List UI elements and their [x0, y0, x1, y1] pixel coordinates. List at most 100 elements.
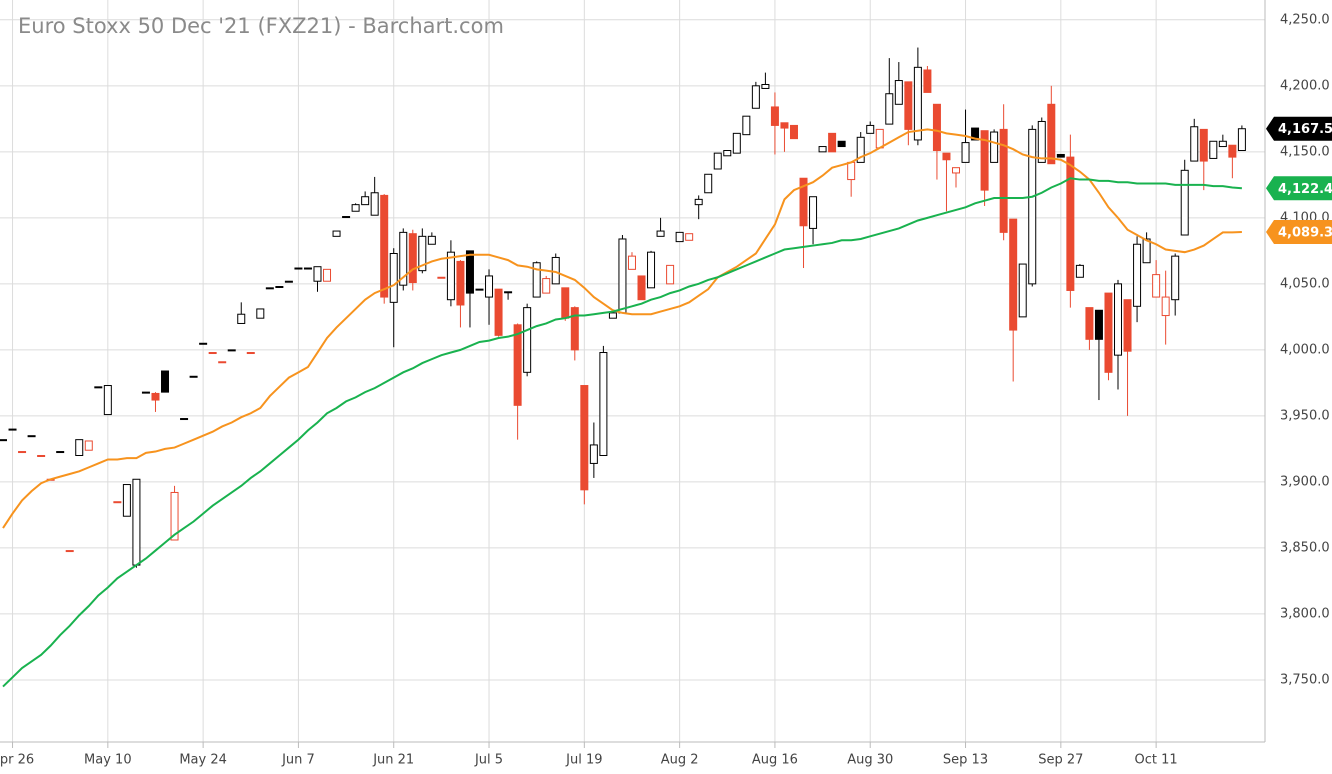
candle-body: [1037, 120, 1046, 163]
x-tick-label: Aug 2: [661, 753, 699, 768]
candle-body: [847, 161, 856, 181]
candle-body: [265, 287, 274, 290]
y-tick-label: 4,250.0: [1280, 12, 1330, 27]
candle-body: [818, 146, 827, 153]
candle-body: [751, 85, 760, 109]
price-tag-label: 4,089.3: [1278, 225, 1332, 240]
candle-body: [94, 386, 103, 389]
candle-body: [151, 392, 160, 401]
candle-body: [380, 194, 389, 298]
candle-body: [284, 280, 293, 283]
candle-body: [246, 352, 255, 355]
candle-body: [1133, 243, 1142, 307]
candle-body: [1171, 255, 1180, 301]
candle-body: [418, 235, 427, 272]
candle-body: [1028, 128, 1037, 285]
candle-body: [1018, 263, 1027, 318]
candle-body: [990, 131, 999, 163]
candle-body: [1075, 264, 1084, 278]
x-tick-label: May 10: [84, 753, 132, 768]
candle-body: [942, 152, 951, 161]
x-tick-label: Apr 26: [0, 753, 34, 768]
candle-body: [141, 391, 150, 394]
candle-body: [932, 103, 941, 152]
candle-body: [275, 286, 284, 289]
candle-body: [1228, 144, 1237, 158]
y-tick-label: 3,850.0: [1280, 540, 1330, 555]
candle-body: [618, 238, 627, 314]
candle-body: [8, 428, 17, 431]
candle-body: [780, 122, 789, 129]
candle-body: [837, 140, 846, 148]
x-tick-label: Aug 16: [752, 753, 798, 768]
candle-body: [866, 124, 875, 134]
x-tick-label: May 24: [179, 753, 227, 768]
candle-body: [351, 204, 360, 212]
candle-body: [952, 167, 960, 174]
candle-body: [542, 278, 551, 294]
candle-body: [761, 83, 770, 89]
candle-body: [342, 216, 351, 219]
candle-body: [208, 352, 217, 355]
x-tick-label: Jul 5: [474, 753, 503, 768]
candle-body: [27, 435, 36, 438]
chart-title: Euro Stoxx 50 Dec '21 (FXZ21) - Barchart…: [18, 14, 504, 38]
candle-body: [599, 352, 608, 456]
candle-body: [504, 291, 513, 294]
candle-body: [1218, 140, 1227, 148]
x-tick-label: Jun 7: [281, 753, 315, 768]
candle-body: [399, 231, 408, 286]
price-tag: [1266, 219, 1332, 244]
candle-body: [37, 454, 46, 457]
candle-body: [199, 342, 208, 345]
candle-body: [1123, 299, 1132, 352]
candle-body: [1161, 296, 1170, 317]
moving-average-line: [2, 128, 1242, 529]
candle-body: [218, 361, 227, 364]
labels: 3,750.0 3,800.0 3,850.0 3,900.0 3,950.0 4,000…: [0, 12, 1332, 768]
x-tick-label: Jul 19: [565, 753, 602, 768]
candle-body: [1199, 128, 1208, 162]
candle-body: [84, 440, 93, 451]
candle-body: [456, 260, 465, 306]
candle-body: [904, 81, 913, 130]
candle-body: [1047, 103, 1056, 165]
candle-body: [132, 478, 141, 566]
candle-body: [770, 106, 779, 126]
y-tick-label: 4,150.0: [1280, 144, 1330, 159]
candle-body: [685, 233, 694, 241]
candle-body: [608, 312, 617, 319]
candle-body: [1114, 283, 1123, 356]
candle-body: [103, 385, 112, 416]
candle-body: [656, 230, 665, 237]
candle-body: [446, 251, 455, 301]
candle-body: [1237, 128, 1246, 152]
candle-body: [828, 132, 837, 153]
candle-body: [237, 313, 246, 324]
candle-body: [971, 127, 980, 141]
candle-body: [180, 418, 189, 421]
candle-body: [1009, 218, 1018, 331]
candle-body: [256, 308, 265, 319]
candle-body: [494, 288, 503, 336]
candle-body: [370, 192, 379, 216]
candle-body: [427, 235, 436, 245]
candle-body: [18, 451, 27, 454]
price-tag-label: 4,122.4: [1278, 182, 1332, 197]
candle-body: [303, 267, 312, 270]
x-tick-label: Oct 11: [1135, 753, 1178, 768]
candle-body: [913, 66, 922, 141]
grid: [0, 0, 1265, 748]
candle-body: [732, 132, 741, 154]
y-tick-label: 3,900.0: [1280, 474, 1330, 489]
candle-body: [961, 142, 970, 163]
candle-body: [1085, 307, 1094, 340]
y-tick-label: 4,050.0: [1280, 276, 1330, 291]
candle-body: [580, 385, 589, 491]
candle-body: [513, 324, 522, 406]
candle-body: [56, 451, 65, 454]
marks: [0, 47, 1246, 688]
